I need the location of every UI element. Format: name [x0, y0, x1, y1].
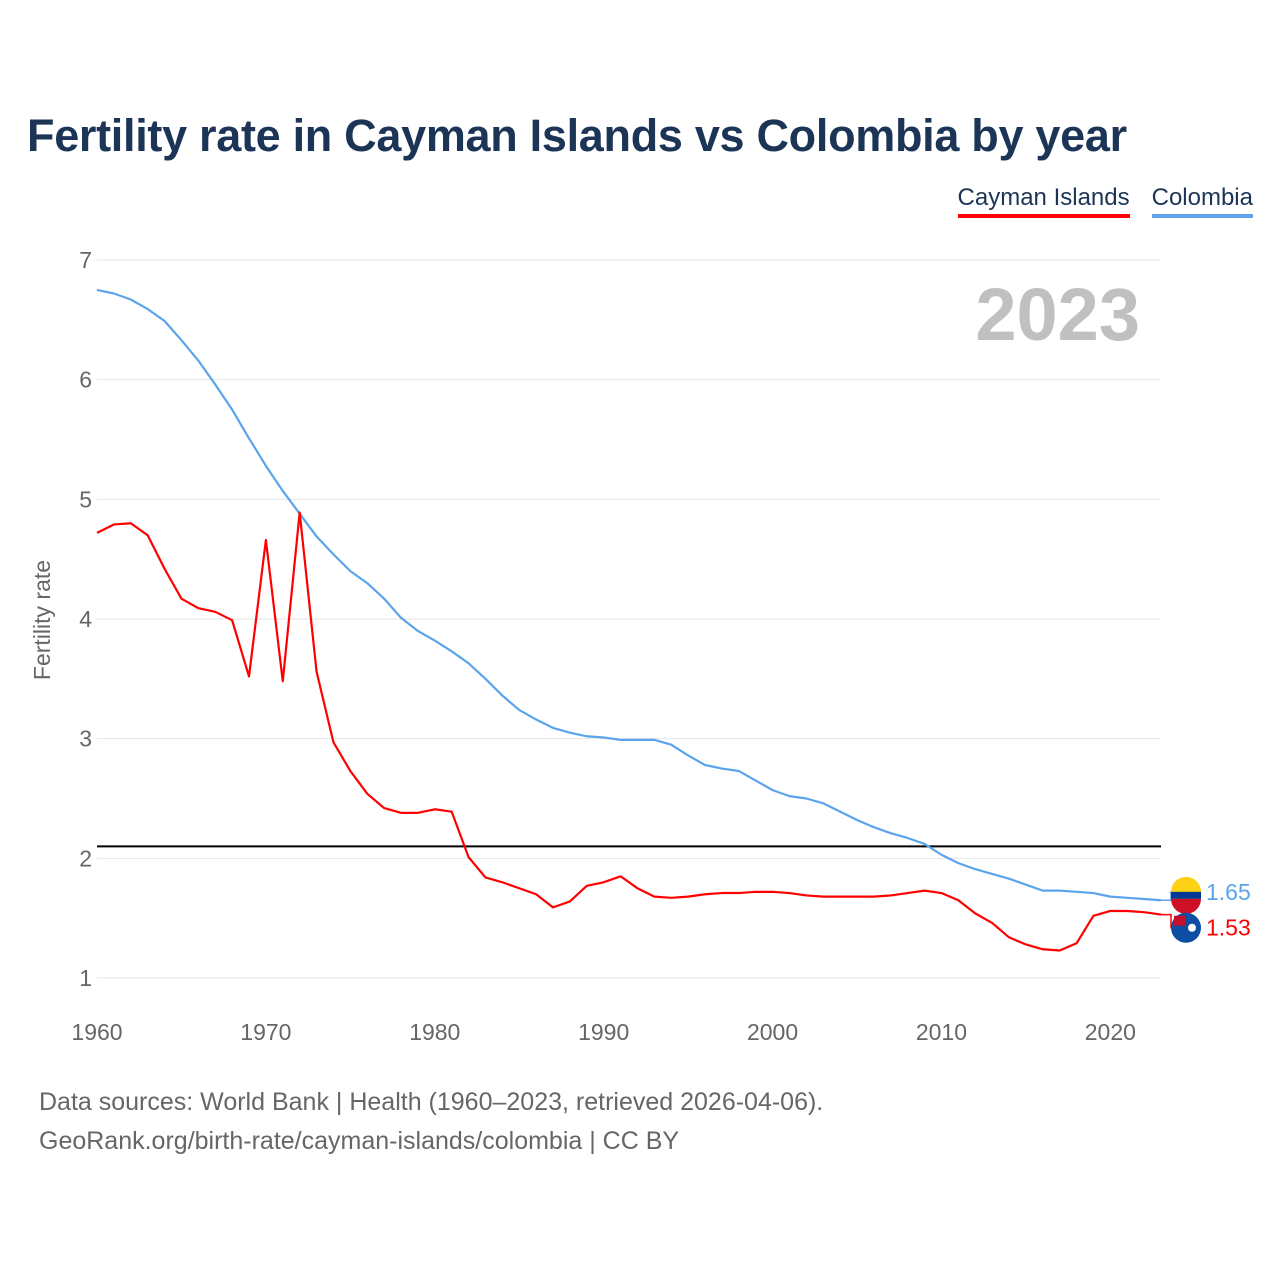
y-tick-label: 6 — [79, 367, 92, 393]
x-tick-label: 1980 — [409, 1019, 460, 1045]
series-line-colombia — [96, 288, 1162, 902]
y-tick-label: 3 — [79, 726, 92, 752]
legend: Cayman Islands Colombia — [957, 184, 1253, 218]
x-tick-label: 2000 — [747, 1019, 798, 1045]
chart-title: Fertility rate in Cayman Islands vs Colo… — [27, 110, 1127, 161]
flag-stripe — [1171, 898, 1201, 914]
flag-stripe — [1171, 891, 1201, 899]
x-tick-label: 2020 — [1085, 1019, 1136, 1045]
y-tick-label: 1 — [79, 965, 92, 991]
flag-union-jack — [1174, 915, 1186, 926]
y-tick-label: 5 — [79, 486, 92, 512]
x-tick-label: 1970 — [240, 1019, 291, 1045]
y-tick-label: 2 — [79, 845, 92, 871]
end-value-label: 1.53 — [1206, 915, 1251, 941]
year-label: 2023 — [975, 273, 1140, 356]
x-tick-label: 1960 — [71, 1019, 122, 1045]
legend-cayman-islands[interactable]: Cayman Islands — [957, 184, 1130, 218]
end-value-label: 1.65 — [1206, 879, 1251, 905]
y-tick-label: 4 — [79, 606, 92, 632]
footer-url[interactable]: GeoRank.org/birth-rate/cayman-islands/co… — [39, 1127, 680, 1155]
footer-source: Data sources: World Bank | Health (1960–… — [39, 1088, 824, 1116]
legend-colombia[interactable]: Colombia — [1151, 184, 1253, 218]
y-tick-label: 7 — [79, 247, 92, 273]
y-axis-label: Fertility rate — [29, 560, 55, 680]
flag-coat-of-arms — [1188, 923, 1196, 932]
x-tick-label: 1990 — [578, 1019, 629, 1045]
series-line-cayman-islands — [96, 511, 1162, 952]
x-tick-label: 2010 — [916, 1019, 967, 1045]
